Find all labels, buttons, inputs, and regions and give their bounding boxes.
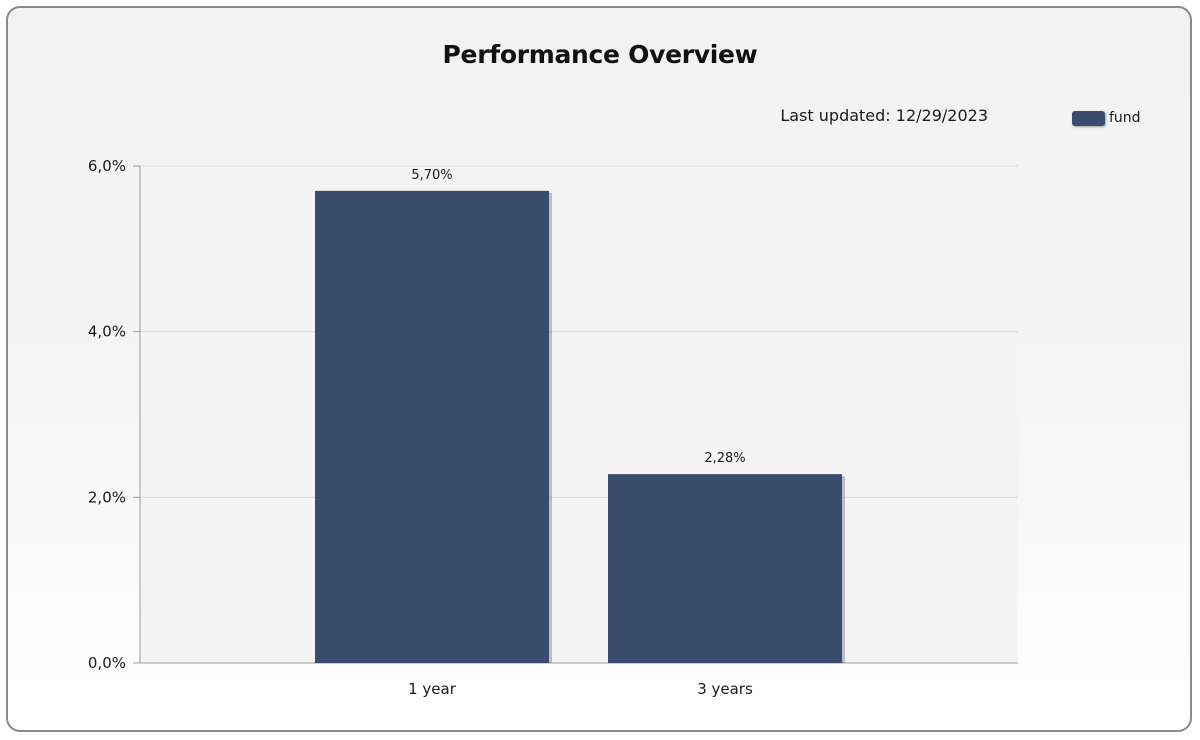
last-updated-text: Last updated: 12/29/2023 xyxy=(780,106,988,125)
plot-area xyxy=(140,166,1018,663)
bar-3-years xyxy=(608,474,842,663)
y-tick-label: 6,0% xyxy=(88,157,126,175)
x-tick-label: 1 year xyxy=(408,680,457,698)
x-tick-label: 3 years xyxy=(697,680,753,698)
y-tick-label: 0,0% xyxy=(88,654,126,672)
bar-1-year xyxy=(315,190,549,663)
legend[interactable]: fund xyxy=(1072,110,1141,126)
y-tick-label: 4,0% xyxy=(88,323,126,341)
legend-swatch-fund xyxy=(1072,110,1105,126)
y-tick-label: 2,0% xyxy=(88,488,126,506)
chart-title: Performance Overview xyxy=(442,40,758,69)
legend-label-fund: fund xyxy=(1109,110,1141,126)
data-label: 5,70% xyxy=(411,168,452,183)
data-label: 2,28% xyxy=(704,451,745,466)
